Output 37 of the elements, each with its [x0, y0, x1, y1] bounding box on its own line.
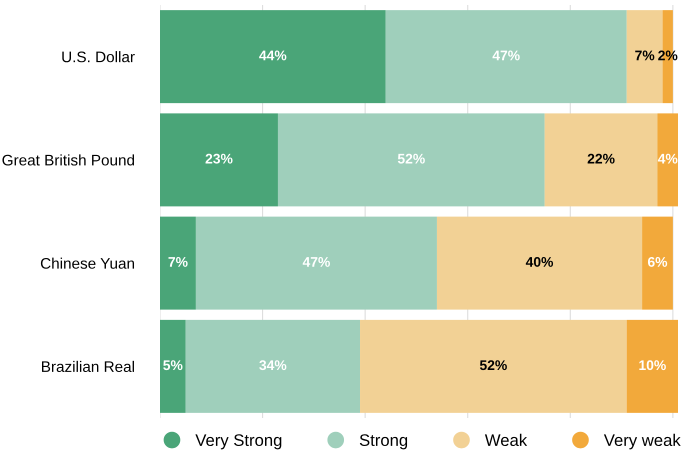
bar — [626, 320, 678, 413]
bar — [196, 216, 437, 310]
data-label: 47% — [492, 50, 520, 60]
data-label: 7% — [635, 50, 654, 60]
bar — [436, 216, 642, 310]
data-label: 22% — [588, 154, 615, 164]
bar — [544, 113, 658, 206]
legend-label: Very Strong — [195, 434, 282, 450]
data-label: 40% — [526, 257, 554, 267]
bar — [657, 113, 678, 206]
bar — [278, 113, 545, 206]
bar — [160, 216, 196, 310]
bar — [360, 320, 627, 413]
data-label: 4% — [658, 154, 678, 164]
bar — [160, 10, 386, 104]
bar — [386, 10, 627, 104]
data-label: 23% — [206, 154, 233, 164]
legend-label: Strong — [360, 434, 408, 450]
data-label: 47% — [302, 257, 330, 267]
data-label: 5% — [163, 360, 182, 370]
bar — [160, 320, 186, 413]
bar — [186, 320, 360, 413]
y-tick-label: Great British Pound — [2, 154, 134, 166]
data-label: 52% — [480, 360, 507, 370]
y-tick-label: Chinese Yuan — [40, 258, 134, 269]
legend-label: Weak — [484, 434, 528, 446]
data-label: 6% — [648, 257, 668, 267]
data-label: 52% — [398, 154, 425, 164]
bar — [160, 113, 278, 206]
data-label: 7% — [168, 257, 188, 267]
data-label: 34% — [259, 360, 286, 370]
data-label: 10% — [639, 360, 666, 370]
y-tick-label: U.S. Dollar — [62, 51, 135, 62]
bar — [642, 216, 673, 310]
data-label: 44% — [259, 50, 286, 60]
legend-label: Very weak — [604, 434, 681, 450]
y-tick-label: Brazilian Real — [42, 360, 134, 372]
